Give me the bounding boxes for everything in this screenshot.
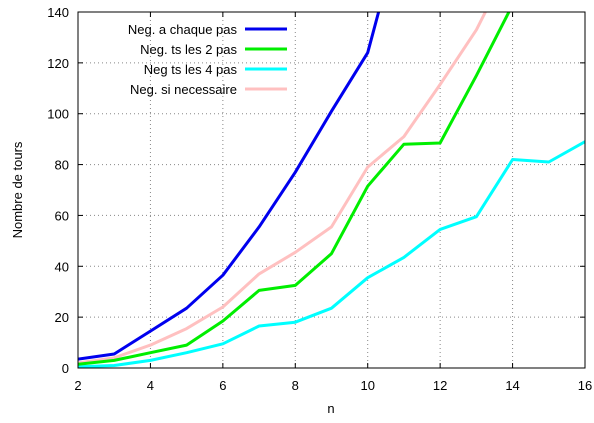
axis-ticks: 2 4 6 8 10 12 14 16 0 20 40 60 80 100 120 140 <box>47 5 592 393</box>
x-axis-label: n <box>327 401 334 416</box>
y-tick-label: 20 <box>55 310 69 325</box>
y-tick-label: 100 <box>47 107 69 122</box>
y-tick-label: 140 <box>47 5 69 20</box>
x-tick-label: 4 <box>147 378 154 393</box>
x-tick-label: 16 <box>578 378 592 393</box>
legend-label: Neg. a chaque pas <box>128 22 238 37</box>
legend-label: Neg. ts les 2 pas <box>140 42 237 57</box>
y-tick-label: 80 <box>55 158 69 173</box>
x-tick-label: 14 <box>505 378 519 393</box>
series-line-2 <box>78 12 511 366</box>
x-tick-label: 8 <box>292 378 299 393</box>
x-tick-label: 6 <box>219 378 226 393</box>
series-line-1 <box>78 12 381 361</box>
legend: Neg. a chaque pas Neg. ts les 2 pas Neg ts… <box>128 22 287 97</box>
legend-label: Neg. si necessaire <box>130 82 237 97</box>
series-lines <box>78 12 585 368</box>
x-tick-label: 12 <box>433 378 447 393</box>
plot-frame <box>77 11 586 369</box>
legend-label: Neg ts les 4 pas <box>144 62 238 77</box>
x-tick-label: 2 <box>74 378 81 393</box>
series-line-4 <box>78 12 487 365</box>
y-tick-label: 120 <box>47 56 69 71</box>
y-axis-label: Nombre de tours <box>10 141 25 238</box>
y-tick-label: 0 <box>62 361 69 376</box>
x-tick-label: 10 <box>360 378 374 393</box>
y-tick-label: 40 <box>55 259 69 274</box>
y-tick-label: 60 <box>55 208 69 223</box>
series-line-3 <box>78 140 585 368</box>
